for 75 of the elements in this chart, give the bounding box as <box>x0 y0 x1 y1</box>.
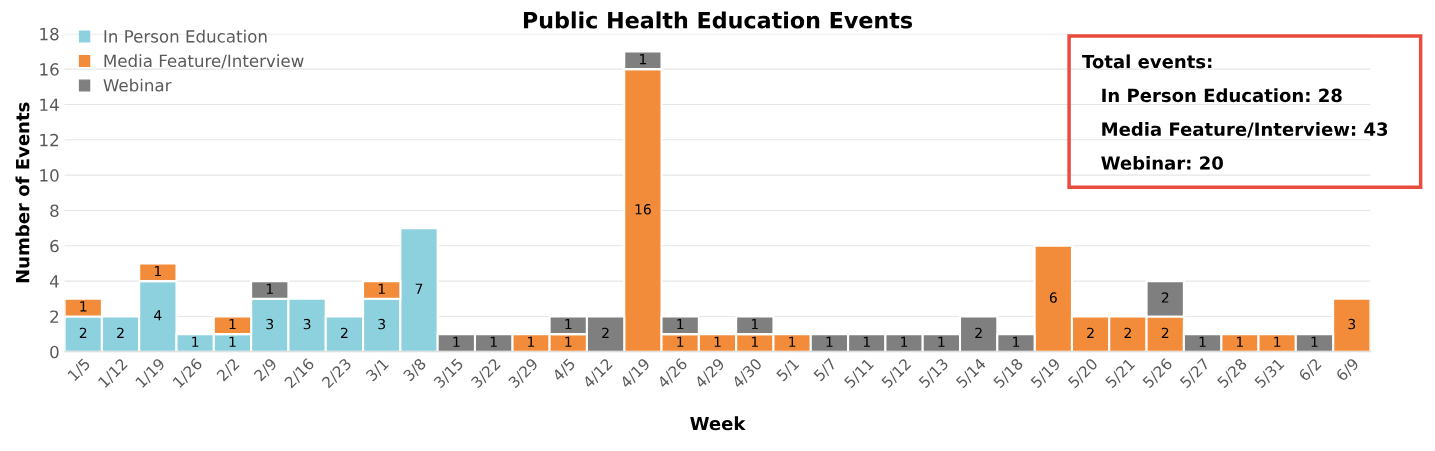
data-label: 2 <box>117 327 124 338</box>
data-label: 1 <box>1013 336 1020 347</box>
data-label: 16 <box>635 203 651 215</box>
x-tick-label: 2/9 <box>253 357 279 383</box>
data-label: 1 <box>714 336 721 347</box>
annotation: Total events: <box>1082 54 1212 69</box>
data-label: 1 <box>938 336 945 347</box>
data-label: 2 <box>79 327 87 338</box>
data-label: 3 <box>266 318 274 330</box>
data-label: 1 <box>751 336 758 347</box>
y-tick-label: 12 <box>40 133 59 147</box>
data-label: 1 <box>789 336 796 347</box>
annotation: In Person Education: 28 <box>1102 88 1342 103</box>
y-tick-label: 6 <box>50 239 59 253</box>
data-label: 1 <box>266 283 273 294</box>
data-label: 2 <box>1161 327 1169 338</box>
legend-label: In Person Education <box>104 29 267 43</box>
data-label: 1 <box>1236 336 1243 347</box>
data-label: 1 <box>565 336 572 347</box>
data-label: 1 <box>1199 336 1206 347</box>
data-label: 1 <box>751 318 758 330</box>
data-label: 1 <box>1311 336 1318 347</box>
legend-label: Webinar <box>103 78 172 92</box>
x-tick-label: 1/5 <box>67 357 92 383</box>
data-label: 1 <box>378 283 385 294</box>
data-label: 1 <box>453 336 460 347</box>
x-tick-label: 3/1 <box>365 357 390 383</box>
x-tick-label: 4/5 <box>551 357 577 383</box>
data-label: 1 <box>490 336 497 347</box>
x-tick-label: 5/7 <box>813 357 838 383</box>
legend-label: Media Feature/Interview <box>104 54 304 69</box>
y-tick-label: 2 <box>50 310 59 323</box>
chart-title: Public Health Education Events <box>523 11 913 29</box>
x-tick-label: 6/9 <box>1335 357 1361 383</box>
data-label: 1 <box>677 336 684 347</box>
data-label: 2 <box>975 327 982 338</box>
y-tick-label: 18 <box>40 27 59 41</box>
data-label: 3 <box>378 318 386 330</box>
data-label: 2 <box>602 327 609 338</box>
x-axis-title: Week <box>690 416 746 431</box>
x-tick-label: 6/2 <box>1298 357 1323 383</box>
annotation: Media Feature/Interview: 43 <box>1102 122 1388 138</box>
data-label: 7 <box>415 283 423 294</box>
data-label: 1 <box>863 336 870 347</box>
y-tick-label: 10 <box>40 169 59 182</box>
x-tick-label: 3/8 <box>402 357 428 383</box>
data-label: 1 <box>826 336 833 347</box>
y-tick-label: 0 <box>50 345 59 359</box>
y-tick-label: 4 <box>49 275 59 288</box>
data-label: 1 <box>528 336 535 347</box>
data-label: 1 <box>80 301 87 312</box>
data-label: 1 <box>192 336 199 347</box>
y-axis-title: Number of Events <box>15 102 30 283</box>
data-label: 3 <box>1348 318 1356 330</box>
y-tick-label: 8 <box>50 204 59 218</box>
y-tick-label: 14 <box>40 98 59 111</box>
data-label: 1 <box>154 266 161 277</box>
data-label: 2 <box>341 327 348 338</box>
data-label: 1 <box>229 336 236 347</box>
data-label: 2 <box>1087 327 1094 338</box>
data-label: 2 <box>1161 292 1169 303</box>
data-label: 4 <box>154 310 162 321</box>
data-label: 2 <box>1124 327 1131 338</box>
data-label: 3 <box>303 318 311 330</box>
data-label: 1 <box>229 318 236 330</box>
x-tick-label: 2/2 <box>216 357 241 383</box>
data-label: 1 <box>901 336 908 347</box>
x-tick-label: 5/1 <box>775 357 801 383</box>
data-label: 1 <box>639 54 647 65</box>
data-label: 6 <box>1049 292 1057 303</box>
y-tick-label: 16 <box>40 63 59 76</box>
data-label: 1 <box>677 318 684 330</box>
annotation: Webinar: 20 <box>1101 155 1223 170</box>
data-label: 1 <box>565 318 572 330</box>
data-label: 1 <box>1274 336 1281 347</box>
